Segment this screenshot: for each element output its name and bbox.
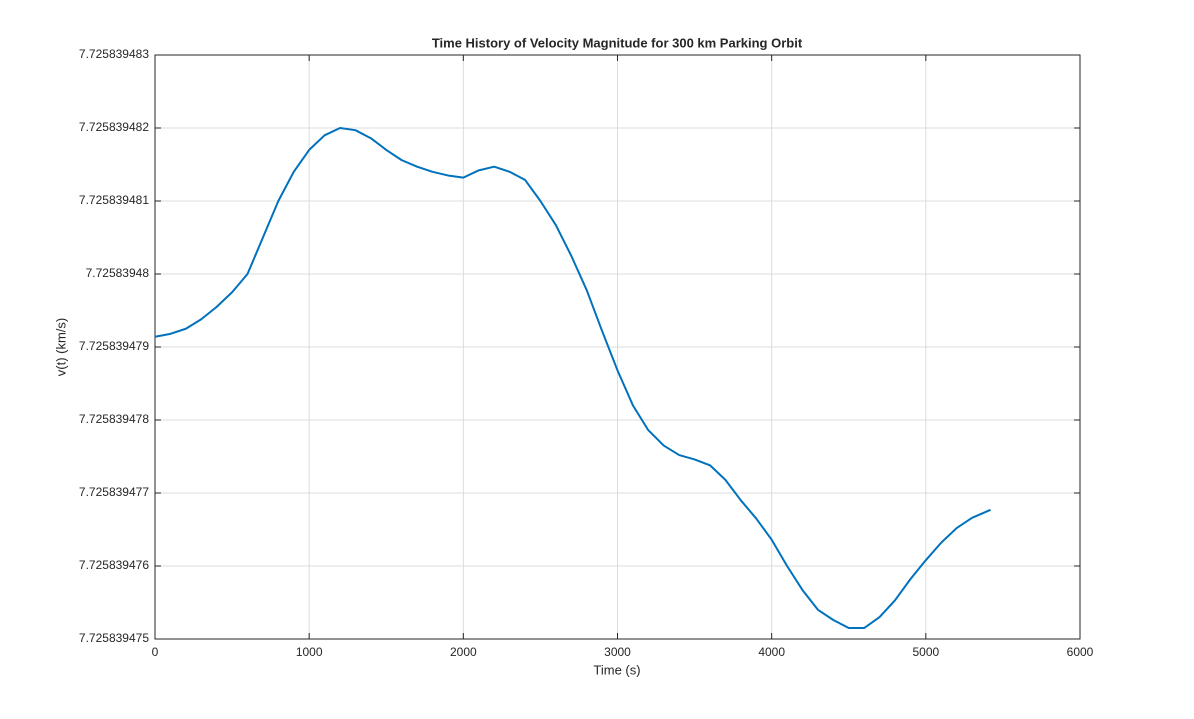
x-tick-label: 3000 bbox=[604, 645, 631, 659]
x-tick-label: 6000 bbox=[1067, 645, 1094, 659]
y-axis-label: v(t) (km/s) bbox=[53, 318, 68, 376]
y-tick-label: 7.725839478 bbox=[79, 412, 149, 426]
x-axis-label: Time (s) bbox=[593, 662, 640, 677]
x-tick-label: 2000 bbox=[450, 645, 477, 659]
y-tick-label: 7.725839479 bbox=[79, 339, 149, 353]
plot-frame bbox=[154, 54, 1081, 640]
y-tick-label: 7.725839475 bbox=[79, 631, 149, 645]
y-tick-label: 7.725839482 bbox=[79, 120, 149, 134]
y-tick-label: 7.725839483 bbox=[79, 47, 149, 61]
y-tick-label: 7.72583948 bbox=[86, 266, 150, 280]
chart-title: Time History of Velocity Magnitude for 3… bbox=[432, 35, 803, 50]
x-tick-label: 4000 bbox=[758, 645, 785, 659]
y-tick-label: 7.725839477 bbox=[79, 485, 149, 499]
x-tick-label: 0 bbox=[152, 645, 159, 659]
x-tick-label: 5000 bbox=[912, 645, 939, 659]
y-tick-label: 7.725839481 bbox=[79, 193, 149, 207]
y-tick-label: 7.725839476 bbox=[79, 558, 149, 572]
data-line bbox=[154, 127, 991, 630]
x-tick-label: 1000 bbox=[296, 645, 323, 659]
